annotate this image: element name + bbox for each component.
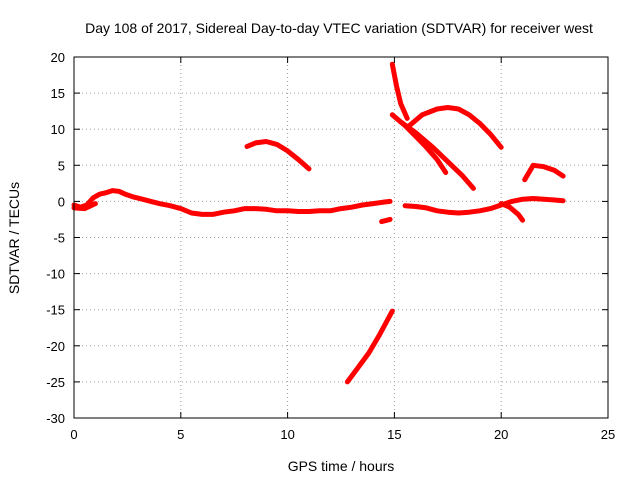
series-baseline-early-lower xyxy=(71,201,98,212)
series-arc-morning xyxy=(244,139,312,172)
y-tick-label: -10 xyxy=(46,267,65,282)
x-tick-label: 20 xyxy=(494,427,508,442)
y-tick-label: 10 xyxy=(51,122,65,137)
series-short-dip xyxy=(379,216,393,225)
y-tick-label: 5 xyxy=(58,158,65,173)
series-late-dip xyxy=(498,201,526,223)
x-tick-label: 25 xyxy=(601,427,615,442)
x-tick-label: 5 xyxy=(177,427,184,442)
series-arc-afternoon xyxy=(406,105,504,150)
data-series xyxy=(71,61,566,385)
y-tick-label: 15 xyxy=(51,86,65,101)
x-tick-label: 10 xyxy=(280,427,294,442)
tick-labels: 0 5 10 15 20 25 -30 -25 -20 -15 -10 -5 0 5 10 15 20 xyxy=(46,50,615,442)
series-arc-evening xyxy=(522,162,566,183)
y-tick-label: -15 xyxy=(46,303,65,318)
x-axis-title: GPS time / hours xyxy=(288,458,395,474)
axis-ticks xyxy=(73,56,609,419)
y-tick-label: 0 xyxy=(58,194,65,209)
series-decline-2 xyxy=(398,119,476,191)
x-tick-label: 0 xyxy=(70,427,77,442)
grid-lines xyxy=(74,57,608,418)
series-steep-fall xyxy=(389,61,410,121)
x-tick-label: 15 xyxy=(387,427,401,442)
series-baseline-late xyxy=(402,196,566,216)
series-steep-rise xyxy=(344,308,395,385)
chart-title: Day 108 of 2017, Sidereal Day-to-day VTE… xyxy=(85,20,593,36)
y-tick-label: -5 xyxy=(53,231,65,246)
y-tick-label: -30 xyxy=(46,411,65,426)
y-tick-label: -20 xyxy=(46,339,65,354)
y-tick-label: 20 xyxy=(51,50,65,65)
series-baseline-early xyxy=(71,188,393,217)
y-axis-title: SDTVAR / TECUs xyxy=(6,182,22,294)
y-tick-label: -25 xyxy=(46,375,65,390)
